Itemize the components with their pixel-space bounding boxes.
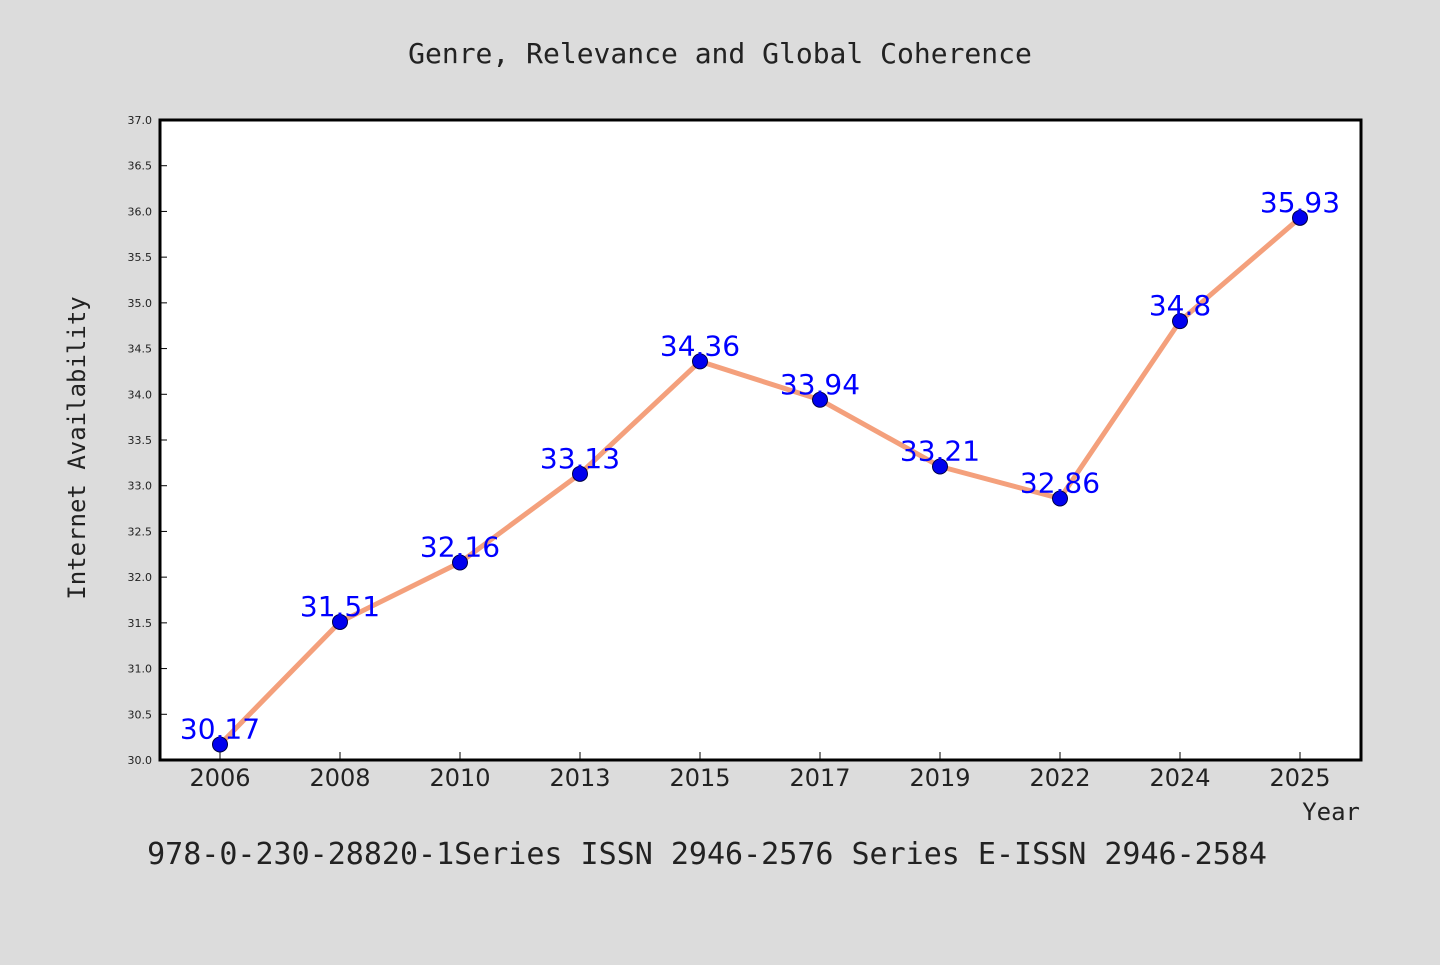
y-tick-label: 30.0 [128, 754, 153, 767]
y-axis-label: Internet Availability [63, 296, 91, 599]
y-tick-label: 33.0 [128, 480, 153, 493]
data-label: 33.21 [900, 435, 980, 468]
data-point [692, 353, 708, 370]
x-tick-label: 2025 [1269, 764, 1330, 792]
x-tick-label: 2017 [789, 764, 850, 792]
data-point [452, 554, 468, 571]
y-tick-label: 34.0 [128, 388, 153, 401]
data-point [572, 465, 588, 482]
y-tick-label: 35.5 [128, 251, 153, 264]
y-tick-label: 31.0 [128, 663, 153, 676]
y-tick-label: 34.5 [128, 343, 153, 356]
x-tick-label: 2022 [1029, 764, 1090, 792]
data-label: 32.86 [1020, 467, 1100, 500]
x-tick-label: 2019 [909, 764, 970, 792]
data-labels: 30.17 31.51 32.16 33.13 34.36 33.94 33.21 32.86… [180, 186, 1340, 746]
footer-text: 978-0-230-28820-1Series ISSN 2946-2576 S… [147, 837, 1267, 872]
series-line [217, 215, 1303, 747]
data-point [932, 458, 948, 475]
y-axis: 30.0 30.5 31.0 31.5 32.0 32.5 33.0 33.5 34.0 34.5… [128, 114, 167, 767]
y-tick-label: 36.5 [128, 160, 153, 173]
x-tick-label: 2013 [549, 764, 610, 792]
x-tick-label: 2010 [429, 764, 490, 792]
x-tick-label: 2006 [189, 764, 250, 792]
y-tick-label: 31.5 [128, 617, 153, 630]
data-point [1172, 313, 1188, 330]
y-tick-label: 32.0 [128, 571, 153, 584]
x-tick-label: 2015 [669, 764, 730, 792]
chart-title: Genre, Relevance and Global Coherence [408, 37, 1032, 70]
x-axis: 2006 2008 2010 2013 2015 2017 2019 2022 2024 2025 [189, 752, 1331, 792]
data-label: 34.8 [1149, 289, 1211, 322]
y-tick-label: 32.5 [128, 525, 153, 538]
data-point [812, 391, 828, 408]
plot-area [158, 118, 1363, 762]
data-point [1292, 209, 1308, 226]
y-tick-label: 35.0 [128, 297, 153, 310]
data-label: 30.17 [180, 712, 260, 745]
x-tick-label: 2008 [309, 764, 370, 792]
data-label: 34.36 [660, 329, 740, 362]
data-point [332, 613, 348, 630]
data-label: 33.94 [780, 368, 860, 401]
y-tick-label: 30.5 [128, 708, 153, 721]
x-axis-label: Year [1302, 798, 1360, 826]
y-tick-label: 33.5 [128, 434, 153, 447]
y-tick-label: 36.0 [128, 205, 153, 218]
x-tick-label: 2024 [1149, 764, 1210, 792]
data-label: 33.13 [540, 442, 620, 475]
data-markers [212, 209, 1308, 753]
data-label: 31.51 [300, 590, 380, 623]
data-label: 35.93 [1260, 186, 1340, 219]
data-point [1052, 490, 1068, 507]
y-tick-label: 37.0 [128, 114, 153, 127]
data-point [212, 736, 228, 753]
data-label: 32.16 [420, 531, 500, 564]
